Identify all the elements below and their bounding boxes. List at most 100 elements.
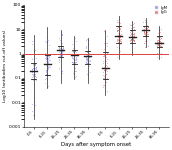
Point xyxy=(116,39,119,41)
Point xyxy=(74,75,77,78)
Point xyxy=(156,41,158,43)
Point xyxy=(102,54,104,57)
Point xyxy=(103,60,106,62)
Point xyxy=(130,53,132,55)
Point xyxy=(31,78,34,80)
Point xyxy=(129,33,132,36)
Point xyxy=(156,44,159,46)
Point xyxy=(145,33,148,35)
Point xyxy=(129,24,132,27)
Point xyxy=(33,73,36,75)
Point xyxy=(86,56,89,58)
Point xyxy=(159,45,162,47)
Point xyxy=(47,55,50,57)
Point xyxy=(33,78,36,80)
Point xyxy=(60,54,63,56)
Point xyxy=(72,46,75,49)
Point xyxy=(147,33,149,35)
Point xyxy=(45,73,48,75)
Point xyxy=(105,69,107,72)
Point xyxy=(88,60,91,62)
Point xyxy=(58,49,60,51)
Point xyxy=(156,36,159,38)
Point xyxy=(32,67,35,69)
Point xyxy=(34,63,36,65)
Point xyxy=(88,50,91,52)
Point xyxy=(87,43,89,46)
Point xyxy=(33,75,36,77)
Point xyxy=(60,44,63,47)
Point xyxy=(118,55,121,57)
Point xyxy=(34,65,37,68)
Point xyxy=(46,73,48,75)
Point xyxy=(31,71,33,73)
Point xyxy=(133,39,136,41)
Point xyxy=(132,33,135,35)
Point xyxy=(45,76,47,79)
Point xyxy=(75,48,78,51)
Point xyxy=(45,70,47,72)
Point xyxy=(44,52,47,55)
Point xyxy=(130,27,132,29)
Point xyxy=(62,49,64,51)
Point xyxy=(119,22,122,24)
Point xyxy=(129,36,132,38)
Point xyxy=(61,42,64,44)
Point xyxy=(119,40,121,43)
Point xyxy=(105,66,108,69)
Point xyxy=(159,41,162,43)
Point xyxy=(145,33,148,35)
Point xyxy=(117,21,119,23)
Point xyxy=(132,35,135,38)
Point xyxy=(58,53,61,55)
Point xyxy=(132,22,135,24)
Point xyxy=(71,61,74,63)
Point xyxy=(45,64,48,67)
Point xyxy=(32,50,35,52)
Point xyxy=(145,31,147,33)
Point xyxy=(146,26,149,28)
Point xyxy=(129,40,132,42)
Point xyxy=(46,57,49,59)
Point xyxy=(143,46,146,48)
Point xyxy=(31,58,33,60)
Point xyxy=(71,71,74,74)
Point xyxy=(157,35,160,37)
Point xyxy=(119,26,121,29)
Point xyxy=(105,65,108,68)
Point xyxy=(45,60,47,63)
Point xyxy=(144,40,147,43)
Point xyxy=(86,54,88,56)
Point xyxy=(144,26,147,29)
Point xyxy=(117,18,120,20)
Point xyxy=(156,39,159,42)
Point xyxy=(86,53,89,56)
Point xyxy=(45,56,48,59)
Point xyxy=(102,68,105,71)
Point xyxy=(60,48,63,50)
Point xyxy=(75,61,78,64)
Point xyxy=(106,35,108,37)
Point xyxy=(158,34,160,36)
Point xyxy=(31,114,34,116)
Point xyxy=(158,46,160,49)
Point xyxy=(73,54,76,57)
Point xyxy=(46,40,49,43)
Point xyxy=(31,66,34,69)
Point xyxy=(31,73,34,76)
Point xyxy=(119,33,122,35)
Point xyxy=(46,60,48,63)
Point xyxy=(133,36,136,39)
Point xyxy=(74,57,77,60)
Point xyxy=(158,44,161,46)
Point xyxy=(143,26,146,28)
Point xyxy=(118,45,120,48)
Point xyxy=(84,46,87,48)
Point xyxy=(72,63,75,66)
Point xyxy=(74,50,77,53)
Point xyxy=(30,68,33,70)
Point xyxy=(61,55,64,58)
Point xyxy=(116,39,118,42)
Point xyxy=(32,63,35,66)
Point xyxy=(33,65,36,68)
